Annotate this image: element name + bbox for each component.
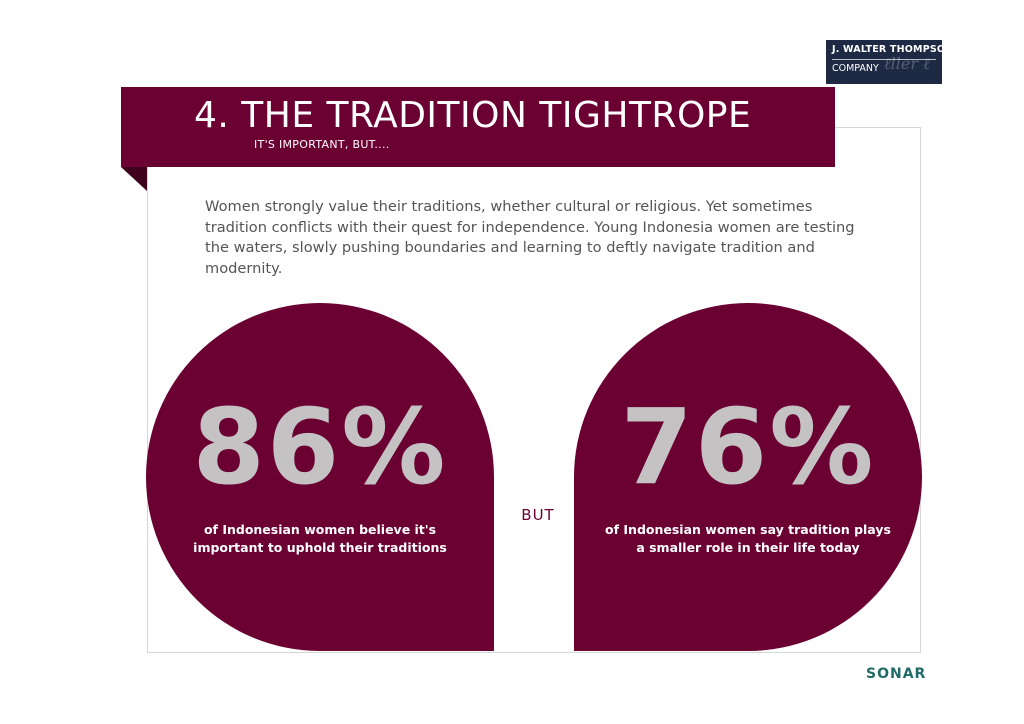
stat-caption-right: of Indonesian women say tradition plays … [605, 522, 891, 555]
stat-card-right: 76% of Indonesian women say tradition pl… [574, 303, 922, 651]
stat-value-right: 76% [620, 386, 876, 508]
page-title: 4. THE TRADITION TIGHTROPE [194, 95, 752, 136]
banner-fold [121, 167, 147, 191]
stat-caption-left: of Indonesian women believe it's importa… [193, 522, 447, 555]
logo-divider [832, 59, 936, 60]
sonar-logo: SONAR [866, 666, 927, 682]
stat-value-left: 86% [192, 386, 448, 508]
jwt-logo: J. WALTER THOMPSON COMPANY ℓller ℓ [826, 40, 942, 84]
page-subtitle: IT'S IMPORTANT, BUT.... [254, 138, 390, 151]
logo-line-2: COMPANY [832, 63, 879, 74]
intro-paragraph: Women strongly value their traditions, w… [205, 198, 855, 277]
stat-card-left: 86% of Indonesian women believe it's imp… [146, 303, 494, 651]
title-banner [121, 87, 835, 167]
logo-line-1: J. WALTER THOMPSON [832, 44, 942, 55]
connector-label: BUT [521, 506, 555, 524]
logo-script-mark: ℓller ℓ [884, 54, 930, 73]
